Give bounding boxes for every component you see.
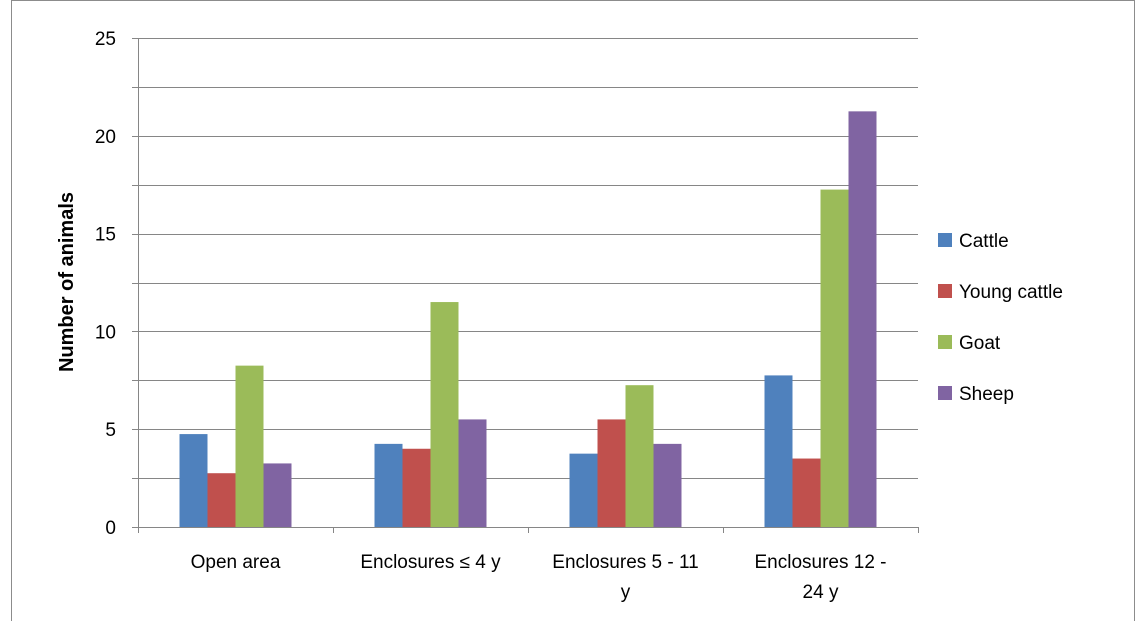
y-tick-labels: 0 5 10 15 20 25 — [95, 29, 116, 539]
bar-sheep — [458, 419, 487, 527]
x-category-labels: Open area Enclosures ≤ 4 y Enclosures 5 - … — [191, 552, 887, 603]
bar-young-cattle — [792, 458, 821, 527]
x-category-label: Enclosures 5 - 11 — [552, 552, 698, 573]
axes — [132, 38, 919, 533]
legend-label: Cattle — [959, 231, 1009, 252]
bar-sheep — [848, 111, 877, 527]
bar-cattle — [374, 443, 403, 527]
x-category-label: 24 y — [803, 582, 839, 603]
bar-goat — [235, 365, 264, 527]
bar-cattle — [569, 453, 598, 527]
bar-goat — [430, 302, 459, 527]
y-axis-title: Number of animals — [56, 192, 78, 372]
bars — [179, 111, 877, 527]
y-tick-label: 10 — [95, 322, 116, 343]
y-tick-label: 0 — [105, 518, 116, 539]
bar-cattle — [179, 434, 208, 527]
x-category-label: Enclosures ≤ 4 y — [360, 552, 501, 573]
legend-label: Young cattle — [959, 282, 1063, 303]
legend-swatch — [938, 233, 952, 247]
y-tick-label: 5 — [105, 420, 116, 441]
legend-swatch — [938, 335, 952, 349]
bar-young-cattle — [402, 448, 431, 527]
x-category-label: y — [621, 582, 631, 603]
bar-goat — [625, 385, 654, 527]
y-tick-label: 25 — [95, 29, 116, 50]
chart-frame — [11, 0, 1135, 621]
y-tick-label: 15 — [95, 225, 116, 246]
legend-label: Sheep — [959, 384, 1014, 405]
legend-label: Goat — [959, 333, 1001, 354]
bar-young-cattle — [207, 473, 236, 527]
bar-sheep — [653, 443, 682, 527]
bar-young-cattle — [597, 419, 626, 527]
bar-goat — [820, 189, 849, 527]
legend: Cattle Young cattle Goat Sheep — [938, 231, 1063, 405]
bar-sheep — [263, 463, 292, 527]
bar-cattle — [764, 375, 793, 527]
legend-swatch — [938, 386, 952, 400]
y-tick-label: 20 — [95, 127, 116, 148]
legend-swatch — [938, 284, 952, 298]
x-category-label: Enclosures 12 - — [754, 552, 886, 573]
x-category-label: Open area — [191, 552, 281, 573]
